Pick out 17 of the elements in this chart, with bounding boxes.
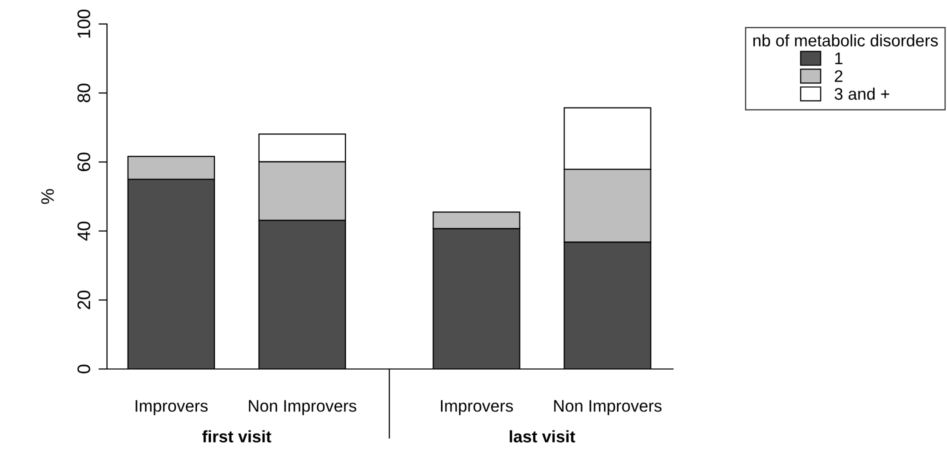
y-tick-label: 0 — [77, 364, 90, 374]
legend-label: 3 and + — [834, 88, 890, 100]
text: last visit — [510, 430, 576, 442]
y-tick-label: 60 — [77, 152, 90, 172]
x-tick-label: Non Improvers — [554, 400, 662, 416]
legend-title: nb of metabolic disorders — [753, 34, 938, 46]
x-tick-label: Non Improvers — [248, 400, 356, 416]
y-tick-label: 40 — [77, 222, 90, 241]
text: first visit — [202, 430, 272, 442]
y-tick-label: 20 — [77, 290, 90, 310]
y-tick-label: 100 — [77, 10, 90, 38]
legend-label: 1 — [835, 52, 842, 64]
y-tick-label: 80 — [77, 84, 90, 102]
x-tick-label: Improvers — [440, 400, 513, 416]
y-axis-title: % — [41, 189, 54, 204]
x-tick-label: Improvers — [136, 400, 208, 416]
legend-label: 2 — [834, 70, 842, 82]
